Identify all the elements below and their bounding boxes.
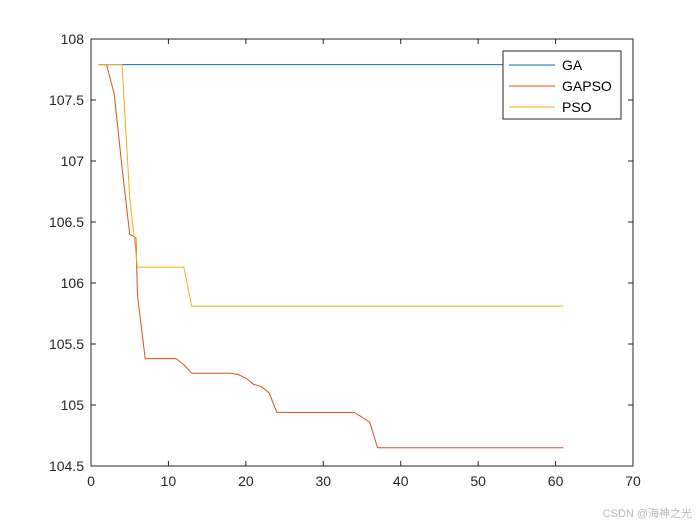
y-tick-label: 107 — [61, 153, 85, 169]
y-tick-label: 106 — [61, 275, 85, 291]
x-tick-label: 40 — [393, 473, 409, 489]
legend-label-ga: GA — [562, 57, 583, 73]
x-tick-label: 0 — [87, 473, 95, 489]
y-tick-label: 108 — [61, 31, 85, 47]
x-tick-label: 70 — [625, 473, 641, 489]
plot-frame — [90, 38, 634, 467]
legend: GA GAPSO PSO — [502, 50, 622, 120]
series-line-gapso — [98, 64, 564, 449]
y-tick-label: 105 — [61, 397, 85, 413]
legend-box — [502, 50, 622, 120]
y-tick-label: 107.5 — [49, 92, 84, 108]
series-line-pso — [98, 64, 564, 307]
x-tick-label: 50 — [470, 473, 486, 489]
watermark: CSDN @海神之光 — [602, 508, 692, 520]
x-tick-label: 10 — [161, 473, 177, 489]
series-layer — [98, 64, 564, 449]
y-tick-label: 105.5 — [49, 336, 84, 352]
x-tick-label: 60 — [548, 473, 564, 489]
legend-label-gapso: GAPSO — [562, 78, 612, 94]
ticks-layer: 0 10 20 30 40 50 60 70 104.5 105 105.5 106 106.5 107 1… — [49, 31, 641, 489]
legend-label-pso: PSO — [562, 99, 592, 115]
y-tick-label: 104.5 — [49, 458, 84, 474]
y-tick-label: 106.5 — [49, 214, 84, 230]
x-tick-label: 30 — [315, 473, 331, 489]
x-tick-label: 20 — [238, 473, 254, 489]
